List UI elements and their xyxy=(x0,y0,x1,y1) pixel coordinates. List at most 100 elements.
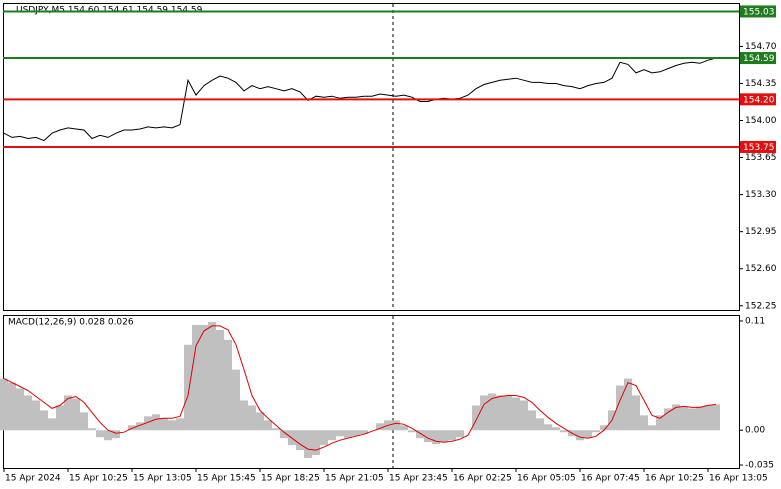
histogram-bar xyxy=(328,430,336,441)
histogram-bar xyxy=(632,395,640,431)
x-tick-label: 15 Apr 2024 xyxy=(5,474,61,484)
x-tick-label: 16 Apr 07:45 xyxy=(581,474,640,484)
histogram-bar xyxy=(672,404,680,431)
y-tick-label: 154.70 xyxy=(745,42,777,52)
histogram-bar xyxy=(304,430,312,459)
histogram-bar xyxy=(312,430,320,456)
histogram-bar xyxy=(280,430,288,439)
histogram-bar xyxy=(584,430,592,439)
histogram-bar xyxy=(16,388,24,431)
histogram-bar xyxy=(88,428,96,431)
histogram-bar xyxy=(544,424,552,431)
y-tick-label: 153.65 xyxy=(745,153,777,163)
histogram-bar xyxy=(232,369,240,431)
histogram-bar xyxy=(600,425,608,431)
histogram-bar xyxy=(72,398,80,431)
histogram-bar xyxy=(504,395,512,431)
histogram-bar xyxy=(320,430,328,446)
histogram-bar xyxy=(512,397,520,431)
histogram-bar xyxy=(0,378,8,431)
histogram-bar xyxy=(296,430,304,451)
histogram-bar xyxy=(400,425,408,431)
histogram-bar xyxy=(344,430,352,439)
histogram-bar xyxy=(448,430,456,441)
level-label-box xyxy=(740,52,776,65)
histogram-bar xyxy=(416,430,424,439)
y-tick-label: 0.00 xyxy=(745,426,765,436)
histogram-bar xyxy=(256,412,264,431)
histogram-bar xyxy=(408,430,416,433)
histogram-bar xyxy=(192,324,200,431)
x-tick-label: 16 Apr 10:25 xyxy=(645,474,704,484)
histogram-bar xyxy=(152,414,160,431)
x-tick-label: 15 Apr 13:05 xyxy=(133,474,192,484)
histogram-bar xyxy=(376,423,384,431)
histogram-bar xyxy=(360,430,368,435)
histogram-bar xyxy=(264,420,272,431)
indicator-title: MACD(12,26,9) 0.028 0.026 xyxy=(8,318,134,328)
histogram-bar xyxy=(336,430,344,437)
histogram-bar xyxy=(472,405,480,431)
line xyxy=(3,57,717,142)
x-tick-label: 16 Apr 05:05 xyxy=(517,474,576,484)
histogram-bar xyxy=(136,422,144,431)
histogram-bar xyxy=(592,430,600,433)
y-tick-label: 152.25 xyxy=(745,301,777,311)
level-label-box xyxy=(740,93,776,106)
histogram-bar xyxy=(560,430,568,433)
histogram-bar xyxy=(616,385,624,431)
x-tick-label: 15 Apr 21:05 xyxy=(325,474,384,484)
histogram-bar xyxy=(208,321,216,431)
histogram-bar xyxy=(680,406,688,431)
x-tick-label: 15 Apr 23:45 xyxy=(389,474,448,484)
histogram-bar xyxy=(96,430,104,438)
y-tick-label: 154.35 xyxy=(745,79,777,89)
level-label: 154.59 xyxy=(743,54,775,64)
y-tick-label: 153.30 xyxy=(745,190,777,200)
histogram-bar xyxy=(704,405,712,431)
histogram-bar xyxy=(656,415,664,431)
histogram-bar xyxy=(200,324,208,431)
histogram-bar xyxy=(168,420,176,431)
histogram-bar xyxy=(128,425,136,431)
line xyxy=(3,325,717,451)
level-label-box xyxy=(740,5,776,18)
histogram-bar xyxy=(712,404,720,431)
histogram-bar xyxy=(528,410,536,431)
x-tick-label: 16 Apr 02:25 xyxy=(453,474,512,484)
histogram-bar xyxy=(496,395,504,431)
histogram-bar xyxy=(40,410,48,431)
histogram-bar xyxy=(440,430,448,443)
histogram-bar xyxy=(688,408,696,431)
histogram-bar xyxy=(104,430,112,441)
histogram-bar xyxy=(536,418,544,431)
histogram-bar xyxy=(696,406,704,431)
histogram-bar xyxy=(144,416,152,431)
histogram-bar xyxy=(488,393,496,431)
histogram-bar xyxy=(480,395,488,431)
histogram-bar xyxy=(8,382,16,431)
histogram-bar xyxy=(456,430,464,438)
histogram-bar xyxy=(576,430,584,441)
price-panel xyxy=(3,3,740,311)
y-tick-label: 154.00 xyxy=(745,116,777,126)
histogram-bar xyxy=(160,418,168,431)
level-label: 154.20 xyxy=(743,95,775,105)
level-label-box xyxy=(740,140,776,153)
histogram-bar xyxy=(48,418,56,431)
x-tick-label: 15 Apr 10:25 xyxy=(69,474,128,484)
y-tick-label: -0.035 xyxy=(745,461,774,471)
histogram-bar xyxy=(216,329,224,431)
histogram-bar xyxy=(80,412,88,431)
histogram-bar xyxy=(272,428,280,431)
y-tick-label: 0.11 xyxy=(745,316,765,326)
level-label: 155.03 xyxy=(743,7,775,17)
histogram-bar xyxy=(24,395,32,431)
histogram-bar xyxy=(112,430,120,439)
histogram-bar xyxy=(32,400,40,431)
histogram-bar xyxy=(424,430,432,443)
histogram-bar xyxy=(552,427,560,431)
histogram-bar xyxy=(648,425,656,431)
y-tick-label: 152.95 xyxy=(745,227,777,237)
